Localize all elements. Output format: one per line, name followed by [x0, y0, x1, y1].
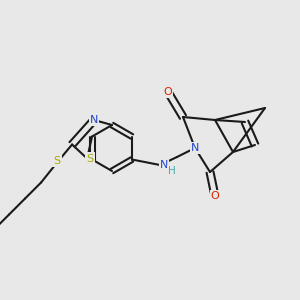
Text: S: S — [86, 154, 94, 164]
Text: N: N — [160, 160, 168, 170]
Text: S: S — [53, 155, 61, 166]
Text: O: O — [164, 87, 172, 97]
Text: N: N — [191, 143, 199, 153]
Text: O: O — [211, 191, 219, 201]
Text: H: H — [168, 166, 176, 176]
Text: N: N — [90, 115, 98, 125]
